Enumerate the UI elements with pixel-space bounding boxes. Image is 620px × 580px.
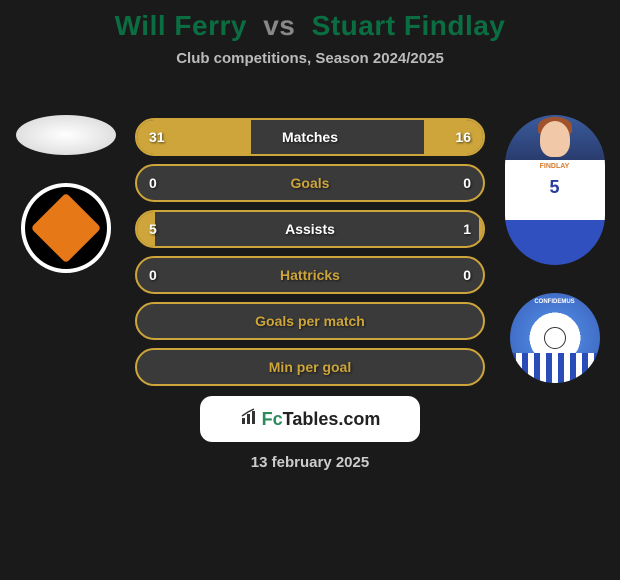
- player2-photo: FINDLAY 5: [505, 115, 605, 265]
- player2-name: Stuart Findlay: [312, 10, 506, 41]
- player2-club-crest: [510, 293, 600, 383]
- stats-bars: 31 16 Matches 0 0 Goals 5 1 Assists 0 0 Hattricks Go…: [135, 118, 485, 394]
- player2-column: FINDLAY 5: [497, 115, 612, 383]
- stat-value-right: 1: [463, 221, 471, 237]
- stat-label: Goals per match: [255, 313, 365, 329]
- shirt-name: FINDLAY: [505, 163, 605, 170]
- stat-label: Assists: [285, 221, 335, 237]
- stat-value-left: 0: [149, 267, 157, 283]
- stat-row: 31 16 Matches: [135, 118, 485, 156]
- page-title: Will Ferry vs Stuart Findlay: [0, 0, 620, 42]
- stat-value-left: 0: [149, 175, 157, 191]
- stat-row: 0 0 Goals: [135, 164, 485, 202]
- stat-value-right: 0: [463, 175, 471, 191]
- stat-label: Min per goal: [269, 359, 351, 375]
- stat-row: 5 1 Assists: [135, 210, 485, 248]
- vs-text: vs: [263, 10, 295, 41]
- stat-label: Hattricks: [280, 267, 340, 283]
- brand-pill: FcTables.com: [200, 396, 420, 442]
- stat-label: Matches: [282, 129, 338, 145]
- player1-club-crest: [21, 183, 111, 273]
- bar-right-fill: [424, 120, 483, 154]
- subtitle: Club competitions, Season 2024/2025: [0, 50, 620, 67]
- stat-value-left: 31: [149, 129, 165, 145]
- stat-row: Min per goal: [135, 348, 485, 386]
- footer-date: 13 february 2025: [251, 454, 369, 471]
- player1-column: [8, 115, 123, 273]
- chart-icon: [240, 408, 258, 431]
- stat-row: 0 0 Hattricks: [135, 256, 485, 294]
- shirt-number: 5: [505, 177, 605, 198]
- stat-value-right: 16: [455, 129, 471, 145]
- player1-photo: [16, 115, 116, 155]
- bar-right-fill: [479, 212, 483, 246]
- stat-label: Goals: [291, 175, 330, 191]
- brand-text: FcTables.com: [262, 409, 381, 430]
- stat-value-right: 0: [463, 267, 471, 283]
- stat-row: Goals per match: [135, 302, 485, 340]
- stat-value-left: 5: [149, 221, 157, 237]
- player1-name: Will Ferry: [115, 10, 247, 41]
